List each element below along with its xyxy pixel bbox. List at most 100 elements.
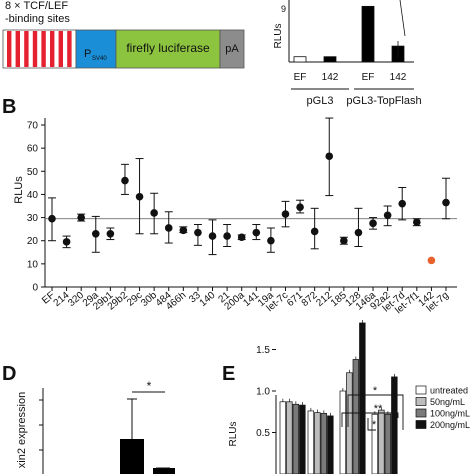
panel-e-ytick-label-3: 0.5 [256,428,270,439]
panel-e-bar-g4-3 [384,413,392,474]
panel-e-ytick-label-1: 1.5 [256,345,270,356]
panel-e-significance: * ** * [341,385,404,431]
panel-b-point-872 [310,227,319,236]
panel-b-point-29a [91,229,100,238]
panel-e-legend-label-2: 50ng/mL [430,397,465,407]
panel-b-point-140 [208,232,217,240]
tcf-sites-frame [2,29,77,69]
tcf-site-5 [41,31,46,67]
panel-b-chart: RLUs 0 10 20 30 40 50 60 70 EF21432029a29b129b2… [13,117,457,316]
panel-b-ytick-label-20: 20 [27,236,39,247]
panel-b-ytick-label-10: 10 [27,259,39,270]
panel-b-point-let-7g [442,198,450,207]
luciferase-construct: 8 × TCF/LEF -binding sites P SV40 firefl… [2,0,245,69]
panel-b-point-let-7c [281,210,290,218]
panel-e-bar-g2-3 [320,413,328,474]
panel-e-sig-2: ** [374,403,383,415]
panel-e-legend-swatch-4 [415,420,427,429]
panel-e-legend-swatch-1 [415,385,427,395]
construct-sites-line2: -binding sites [5,13,70,25]
panel-d-bar-other [153,468,175,474]
construct-sites-line1: 8 × TCF/LEF [5,0,68,12]
panel-b-point-200a [237,233,246,242]
panel-b-point-671 [296,203,304,211]
tcf-site-7 [58,31,63,67]
panel-a-tick-1: EF [294,72,307,83]
panel-e-bracket-1 [347,394,404,430]
tcf-site-2 [15,31,20,67]
panel-b-point-146a [369,219,377,228]
panel-e-bar-g3-4 [359,322,366,474]
panel-b-ytick-label-70: 70 [27,121,39,132]
panel-b-point-214 [62,238,71,246]
panel-e-bracket-3 [367,418,376,431]
panel-a-tick-2: 142 [322,72,339,83]
panel-b-ytick-label-0: 0 [32,283,38,294]
panel-a-group2-label: pGL3-TopFlash [346,95,421,107]
panel-e-bar-g1-2 [286,401,293,474]
panel-a-group1-label: pGL3 [307,95,334,107]
panel-a-bar-1 [293,56,307,63]
polya-box [219,29,245,69]
panel-b-point-320 [77,213,85,222]
panel-a-chart: RLUs 9 EF 142 EF 142 pGL3 pGL3-TopFlash [273,0,422,107]
panel-a-tick-4: 142 [390,72,407,83]
panel-e-ytick-label-2: 1.0 [256,387,270,398]
panel-e-y-ticks: 1.5 1.0 0.5 [256,345,276,439]
panel-e-sig-3: * [372,419,377,431]
panel-b-points [48,117,450,265]
panel-a-bar-2 [323,56,337,63]
sv40-promoter-box [75,29,117,69]
panel-e-legend-label-1: untreated [430,386,468,396]
panel-b-point-21 [223,232,231,240]
panel-e-sig-1: * [373,385,378,397]
panel-d-chart: xin2 expression * [16,379,175,474]
panel-a-ytick: 9 [281,4,286,14]
panel-b-point-212 [325,152,334,161]
panel-e-bracket-2 [341,412,399,427]
panel-b-point-19a [267,236,275,245]
panel-b-point-484 [164,224,173,232]
tcf-site-4 [32,31,38,67]
panel-b-point-30b [150,209,158,217]
panel-d-bar-treated [120,439,144,474]
panel-b-point-29b1 [106,229,115,238]
panel-e-bar-g2-4 [327,415,334,474]
panel-b-y-ticks: 0 10 20 30 40 50 60 70 [27,121,45,294]
panel-b-xtick-label-140: 140 [198,290,218,309]
panel-b-point-33 [194,228,202,237]
panel-a-bars [293,0,406,63]
panel-b-x-ticks: EF21432029a29b129b229c30b484466h33140212… [40,287,451,316]
panel-b-ytick-label-40: 40 [27,190,39,201]
panel-e-bar-g4-2 [378,409,385,474]
tcf-site-3 [24,31,29,67]
panel-e-legend-swatch-2 [415,397,427,406]
tcf-site-6 [50,31,55,67]
panel-e-bar-g3-2 [346,372,353,474]
panel-e-bars [279,319,398,474]
luciferase-label: firefly luciferase [126,41,210,55]
panel-e-legend-swatch-3 [415,408,427,418]
panel-a-tick-3: EF [362,72,375,83]
panel-b-ytick-label-50: 50 [27,167,39,178]
panel-b-point-142 [427,256,436,265]
panel-b-ytick-label-60: 60 [27,144,39,155]
promoter-label: P [84,48,91,60]
panel-b-point-141 [252,228,261,237]
panel-e-bar-g3-3 [352,359,360,474]
panel-b-ylabel: RLUs [13,176,25,204]
tcf-site-1 [7,31,12,67]
panel-a-tick-labels: EF 142 EF 142 [294,72,407,83]
panel-e-bar-g1-1 [279,401,287,474]
tcf-binding-sites-box [2,29,77,69]
panel-b-point-29c [135,192,144,201]
panel-b-point-let-7f1 [413,218,421,226]
panel-b-point-EF [48,214,56,223]
panel-b-point-29b2 [121,176,129,185]
panel-e-bar-g3-1 [339,390,347,474]
panel-b-point-let-7d [398,199,407,208]
panel-a-bar-3 [361,5,375,63]
luciferase-box [115,29,221,69]
panel-e-label: E [222,363,235,385]
